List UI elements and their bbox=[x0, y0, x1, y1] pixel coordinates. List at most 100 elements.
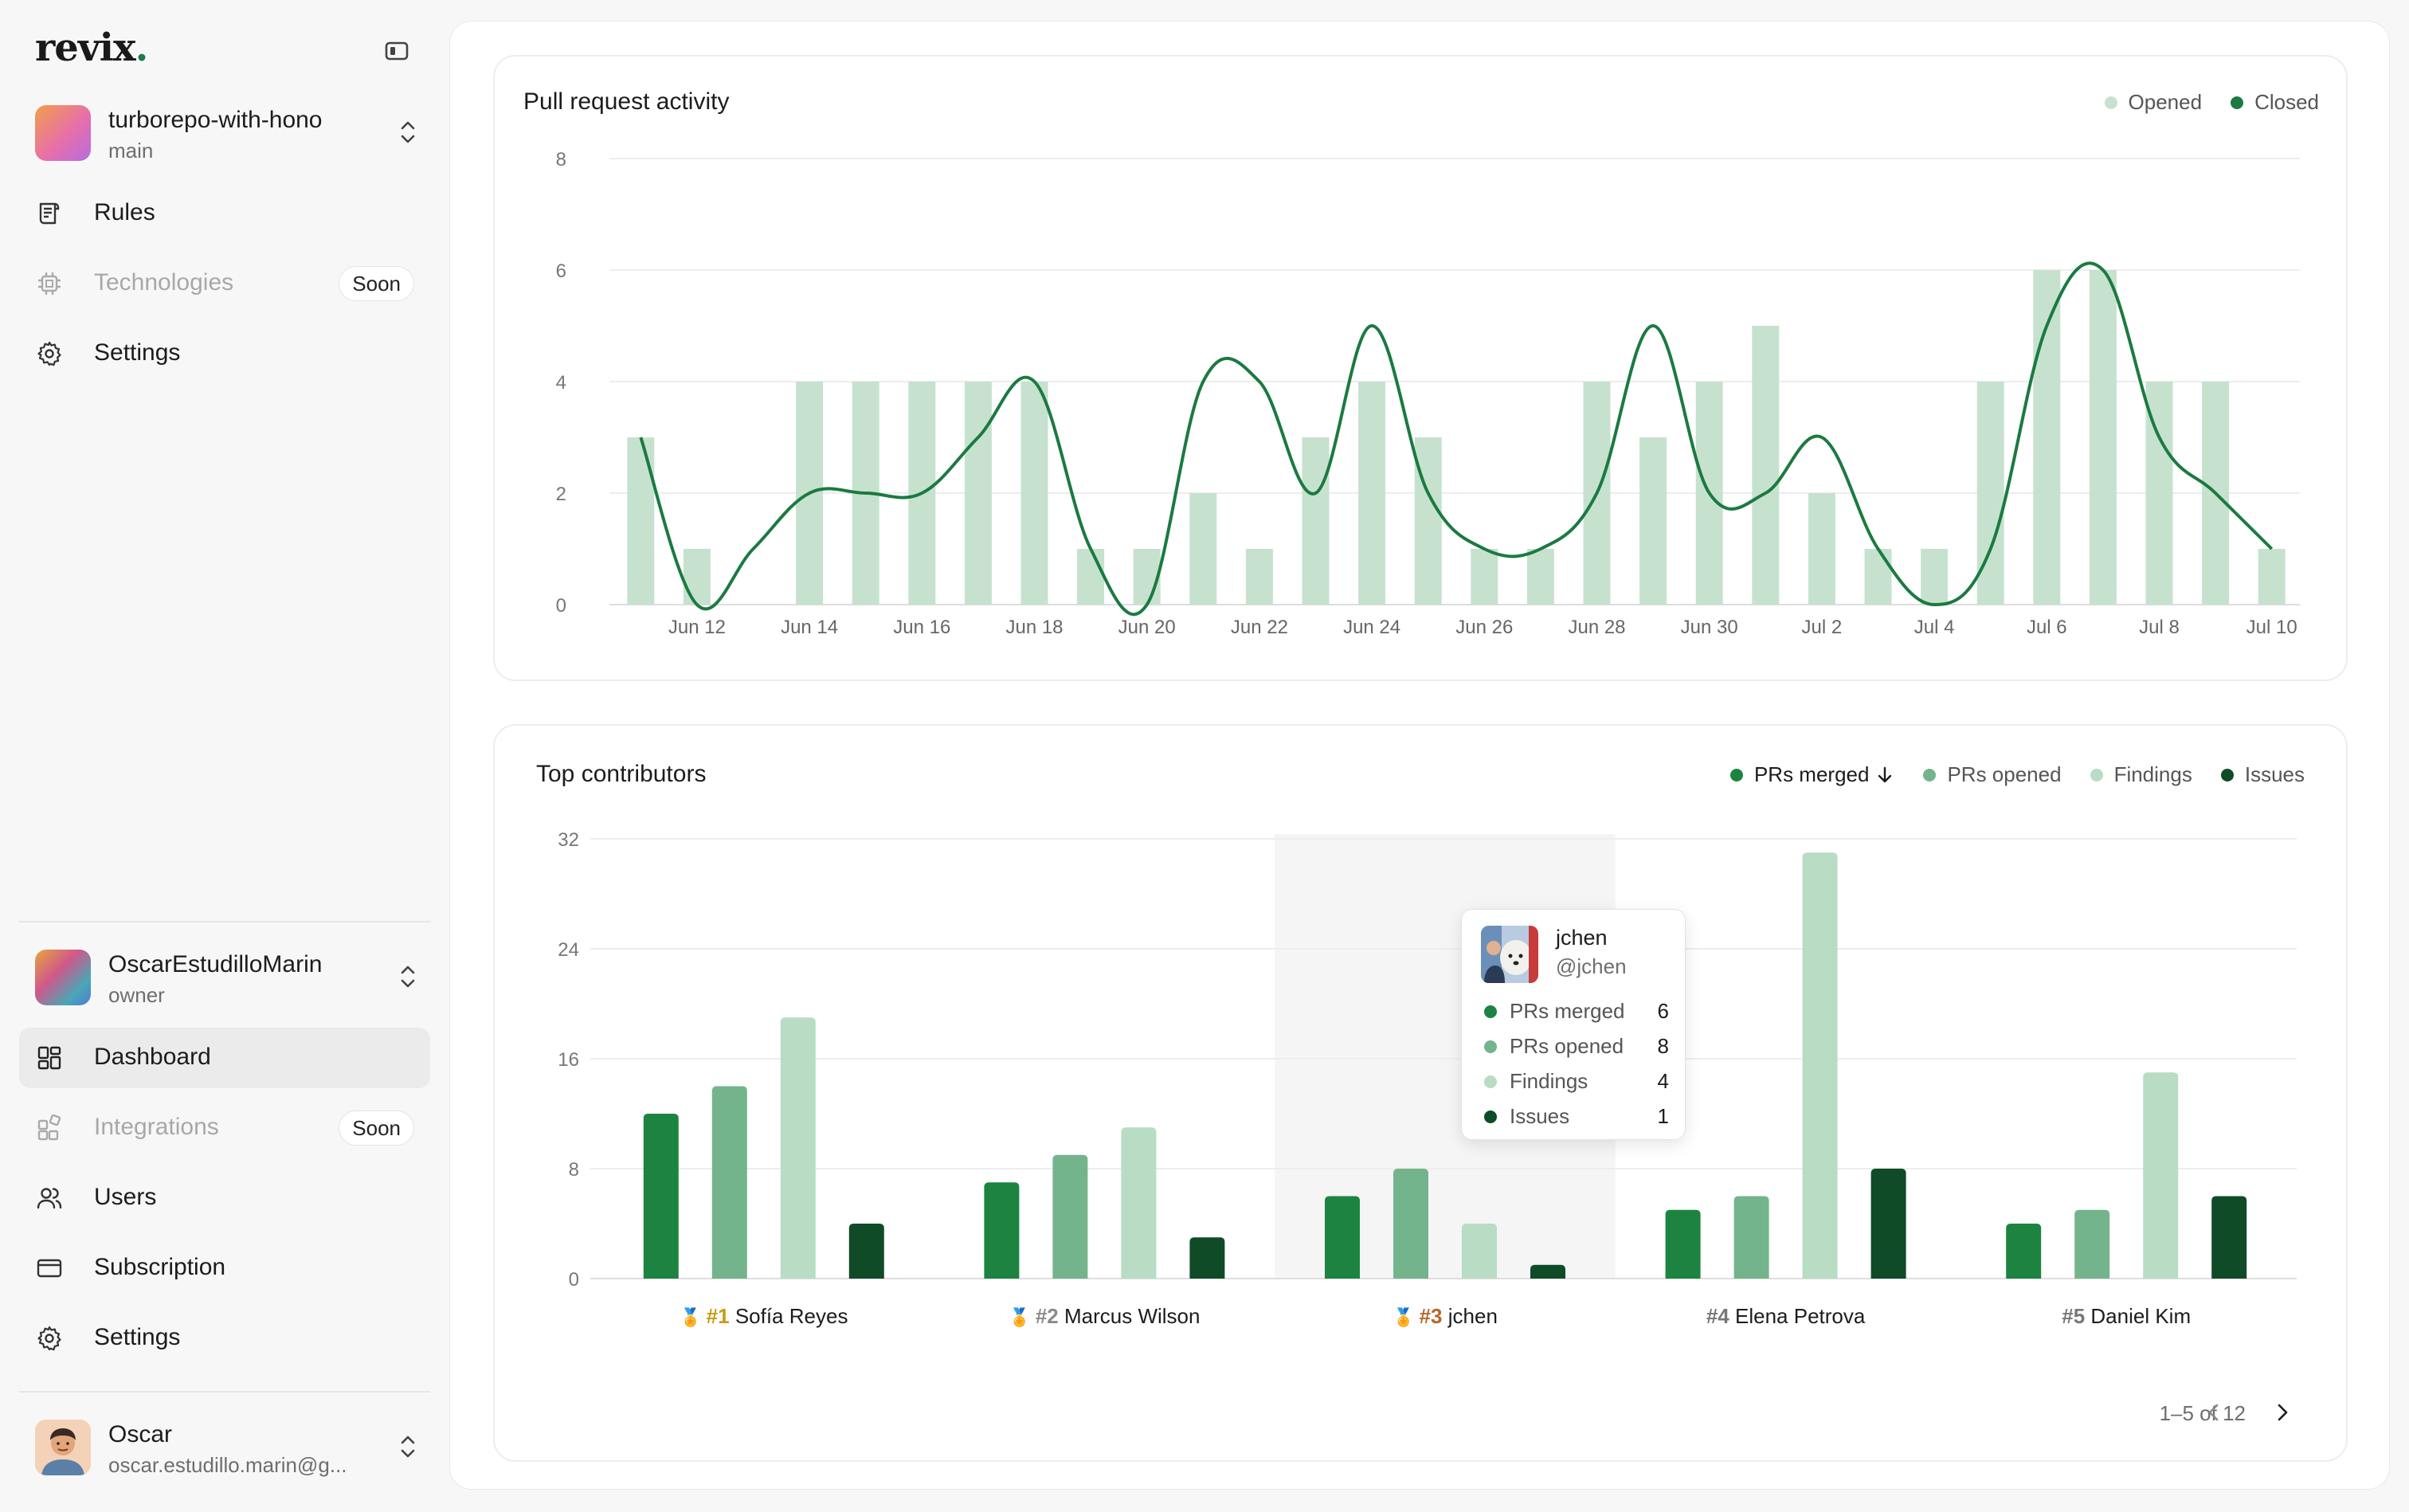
findings-bar bbox=[1121, 1127, 1157, 1279]
contributor-label: 🏅 #2 Marcus Wilson bbox=[1009, 1304, 1200, 1328]
nav-item-integrations[interactable]: Integrations Soon bbox=[19, 1098, 430, 1158]
x-tick-label: Jun 16 bbox=[893, 617, 950, 638]
prev-page-button[interactable] bbox=[2195, 1392, 2233, 1433]
legend-dot bbox=[2220, 768, 2234, 781]
nav-item-users[interactable]: Users bbox=[19, 1168, 430, 1228]
legend-label: Findings bbox=[2113, 762, 2192, 786]
tooltip-row-findings: Findings 4 bbox=[1481, 1067, 1669, 1096]
nav-item-dashboard[interactable]: Dashboard bbox=[19, 1028, 430, 1088]
prs-merged-bar bbox=[1665, 1209, 1701, 1279]
user-email: oscar.estudillo.marin@g... bbox=[108, 1453, 347, 1477]
tooltip-avatar bbox=[1481, 926, 1538, 983]
x-tick-label: Jun 30 bbox=[1681, 617, 1738, 638]
next-page-button[interactable] bbox=[2263, 1392, 2301, 1433]
pr-activity-chart: 0 2 4 6 8 Jun 12 Jun 14 Jun 16 Jun 18 Jun 20 Jun 2… bbox=[556, 149, 2300, 638]
contributor-name: Sofía Reyes bbox=[735, 1304, 848, 1328]
sidebar: revix. turborepo-with-hono main Rules Te… bbox=[0, 0, 449, 1512]
user-name: Oscar bbox=[108, 1421, 173, 1447]
opened-bar bbox=[1302, 437, 1330, 605]
soon-badge: Soon bbox=[339, 266, 414, 301]
contributor-label: 🏅 #1 Sofía Reyes bbox=[680, 1304, 848, 1328]
opened-bar bbox=[964, 382, 992, 605]
legend-label: Issues bbox=[2244, 762, 2305, 786]
y-tick-label: 2 bbox=[556, 484, 566, 505]
nav-item-technologies[interactable]: Technologies Soon bbox=[19, 253, 430, 314]
logo-dot: . bbox=[135, 25, 149, 70]
brand-logo[interactable]: revix. bbox=[35, 25, 149, 70]
user-menu[interactable]: Oscar oscar.estudillo.marin@g... bbox=[19, 1407, 430, 1487]
nav-item-rules[interactable]: Rules bbox=[19, 183, 430, 244]
x-tick-label: Jul 10 bbox=[2246, 617, 2297, 638]
prs-opened-bar bbox=[1733, 1196, 1769, 1279]
gear-icon bbox=[35, 1324, 64, 1353]
x-tick-label: Jun 26 bbox=[1455, 617, 1513, 638]
x-tick-label: Jun 18 bbox=[1005, 617, 1063, 638]
x-tick-label: Jun 22 bbox=[1231, 617, 1288, 638]
repo-switcher[interactable]: turborepo-with-hono main bbox=[19, 92, 430, 172]
tooltip-label: Issues bbox=[1510, 1104, 1570, 1128]
x-tick-label: Jun 12 bbox=[668, 617, 726, 638]
contributor-name: Daniel Kim bbox=[2090, 1304, 2191, 1328]
gear-icon bbox=[35, 339, 64, 368]
tooltip-value: 6 bbox=[1657, 999, 1669, 1023]
y-tick-label: 8 bbox=[556, 149, 566, 170]
tooltip-label: Findings bbox=[1510, 1069, 1588, 1093]
issues-bar bbox=[2211, 1196, 2247, 1279]
opened-bar bbox=[1921, 549, 1949, 605]
sidebar-toggle-icon[interactable] bbox=[384, 40, 409, 62]
tooltip-label: PRs merged bbox=[1510, 999, 1625, 1023]
contributor-label: 🏅 #3 jchen bbox=[1393, 1304, 1498, 1328]
legend-dot bbox=[1729, 768, 1743, 781]
opened-bar bbox=[2258, 549, 2286, 605]
y-tick-label: 24 bbox=[558, 939, 579, 961]
contributor-label: #4 Elena Petrova bbox=[1706, 1304, 1866, 1328]
legend-item-prs-merged[interactable]: PRs merged bbox=[1729, 762, 1895, 787]
prs-opened-bar bbox=[1052, 1154, 1088, 1279]
legend-item-closed[interactable]: Closed bbox=[2231, 90, 2319, 115]
nav-label: Integrations bbox=[94, 1114, 219, 1140]
opened-bar bbox=[1526, 549, 1554, 605]
opened-bar bbox=[1133, 549, 1161, 605]
integrations-icon bbox=[35, 1114, 64, 1142]
legend-item-prs-opened[interactable]: PRs opened bbox=[1923, 762, 2062, 787]
opened-bar bbox=[1864, 549, 1892, 605]
opened-bar bbox=[2089, 270, 2117, 605]
findings-bar bbox=[2143, 1072, 2179, 1279]
x-tick-label: Jul 4 bbox=[1914, 617, 1955, 638]
dashboard-icon bbox=[35, 1044, 64, 1072]
contributor-label: #5 Daniel Kim bbox=[2062, 1304, 2191, 1328]
prs-opened-bar bbox=[1393, 1169, 1428, 1279]
nav-item-org-settings[interactable]: Settings bbox=[19, 1308, 430, 1369]
legend-dot bbox=[2104, 96, 2117, 109]
nav-item-subscription[interactable]: Subscription bbox=[19, 1238, 430, 1299]
x-tick-label: Jun 28 bbox=[1568, 617, 1625, 638]
tooltip-label: PRs opened bbox=[1510, 1034, 1624, 1058]
closed-line bbox=[639, 261, 2274, 617]
logo-text: revix bbox=[35, 25, 136, 70]
nav-label: Settings bbox=[94, 1324, 181, 1350]
legend-item-opened[interactable]: Opened bbox=[2104, 90, 2202, 115]
y-tick-label: 0 bbox=[569, 1269, 579, 1291]
x-tick-label: Jul 8 bbox=[2139, 617, 2180, 638]
opened-bar bbox=[1245, 549, 1273, 605]
nav-item-repo-settings[interactable]: Settings bbox=[19, 323, 430, 384]
tooltip-value: 1 bbox=[1657, 1104, 1669, 1128]
medal-icon: 🏅 bbox=[680, 1307, 707, 1328]
tooltip-dot bbox=[1484, 1040, 1497, 1053]
repo-avatar bbox=[35, 105, 91, 161]
issues-bar bbox=[1870, 1169, 1906, 1279]
top-contributors-card: Top contributors PRs merged PRs opened F… bbox=[493, 724, 2348, 1462]
x-tick-label: Jun 20 bbox=[1118, 617, 1176, 638]
users-icon bbox=[35, 1184, 64, 1212]
legend-item-issues[interactable]: Issues bbox=[2220, 762, 2305, 787]
contributor-rank: #2 bbox=[1036, 1304, 1064, 1328]
legend-item-findings[interactable]: Findings bbox=[2090, 762, 2192, 787]
tooltip-value: 4 bbox=[1657, 1069, 1669, 1093]
org-switcher[interactable]: OscarEstudilloMarin owner bbox=[19, 937, 430, 1016]
chevron-up-down-icon bbox=[397, 1431, 419, 1463]
credit-card-icon bbox=[35, 1254, 64, 1283]
prs-merged-bar bbox=[984, 1182, 1020, 1279]
chevron-right-icon bbox=[2278, 1404, 2288, 1421]
x-tick-label: Jun 14 bbox=[781, 617, 838, 638]
